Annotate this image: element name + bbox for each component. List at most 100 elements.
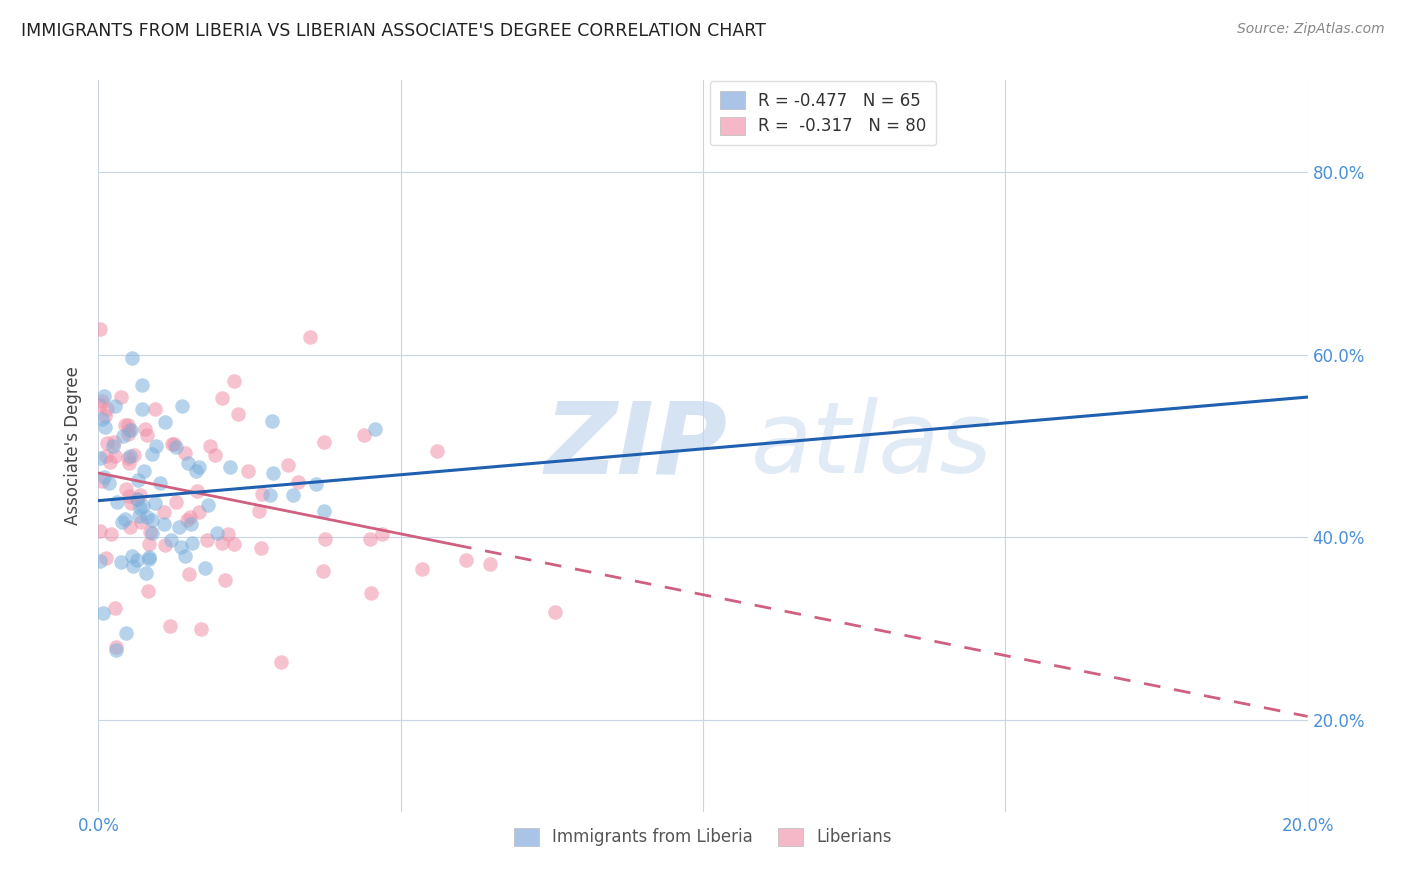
Point: [105, 640, 128, 655]
Text: ZIP: ZIP: [544, 398, 727, 494]
Point: [122, 558, 145, 573]
Point: [129, 488, 152, 502]
Point: [138, 537, 160, 551]
Point: [96, 402, 118, 417]
Point: [93, 470, 115, 484]
Point: [188, 505, 211, 519]
Point: [160, 437, 183, 451]
Point: [134, 464, 156, 478]
Point: [165, 440, 187, 454]
Point: [114, 625, 136, 640]
Point: [360, 585, 382, 599]
Point: [205, 526, 228, 541]
Point: [186, 483, 208, 498]
Point: [176, 513, 198, 527]
Point: [170, 540, 193, 554]
Point: [454, 552, 477, 566]
Point: [131, 378, 153, 392]
Point: [160, 533, 183, 547]
Point: [89, 321, 111, 335]
Point: [136, 510, 159, 524]
Point: [411, 562, 433, 576]
Point: [153, 538, 176, 552]
Point: [91, 412, 114, 426]
Point: [152, 517, 174, 532]
Point: [97, 476, 120, 491]
Point: [117, 417, 139, 432]
Point: [371, 526, 394, 541]
Point: [135, 428, 157, 442]
Point: [136, 584, 159, 599]
Point: [94, 419, 117, 434]
Y-axis label: Associate's Degree: Associate's Degree: [65, 367, 83, 525]
Point: [190, 622, 212, 636]
Point: [299, 329, 322, 343]
Point: [262, 414, 284, 428]
Point: [132, 499, 155, 513]
Point: [153, 415, 176, 429]
Point: [104, 642, 127, 657]
Point: [188, 460, 211, 475]
Point: [127, 473, 149, 487]
Point: [100, 526, 122, 541]
Point: [219, 460, 242, 475]
Point: [186, 464, 208, 478]
Point: [170, 399, 193, 413]
Point: [120, 496, 142, 510]
Point: [314, 533, 336, 547]
Point: [103, 601, 125, 615]
Point: [250, 541, 273, 555]
Point: [114, 417, 136, 432]
Point: [236, 464, 259, 478]
Point: [141, 447, 163, 461]
Point: [141, 512, 163, 526]
Point: [121, 423, 143, 437]
Point: [174, 446, 197, 460]
Point: [110, 391, 132, 405]
Point: [226, 407, 249, 421]
Point: [110, 555, 132, 569]
Point: [122, 448, 145, 462]
Point: [198, 439, 221, 453]
Point: [127, 492, 149, 507]
Point: [270, 655, 292, 669]
Point: [177, 567, 200, 582]
Point: [96, 435, 118, 450]
Point: [153, 505, 176, 519]
Point: [125, 553, 148, 567]
Point: [222, 375, 245, 389]
Point: [134, 566, 156, 580]
Point: [222, 537, 245, 551]
Point: [149, 476, 172, 491]
Point: [312, 434, 335, 449]
Point: [544, 606, 567, 620]
Point: [93, 607, 115, 621]
Point: [214, 574, 236, 588]
Point: [118, 489, 141, 503]
Point: [93, 389, 115, 403]
Point: [277, 458, 299, 472]
Point: [138, 551, 160, 566]
Point: [359, 532, 381, 546]
Point: [111, 515, 134, 529]
Point: [364, 422, 387, 436]
Point: [314, 503, 336, 517]
Point: [259, 488, 281, 502]
Point: [118, 423, 141, 437]
Text: atlas: atlas: [751, 398, 993, 494]
Text: IMMIGRANTS FROM LIBERIA VS LIBERIAN ASSOCIATE'S DEGREE CORRELATION CHART: IMMIGRANTS FROM LIBERIA VS LIBERIAN ASSO…: [21, 22, 766, 40]
Point: [262, 466, 284, 480]
Point: [89, 398, 111, 412]
Point: [103, 435, 125, 450]
Point: [104, 399, 127, 413]
Legend: Immigrants from Liberia, Liberians: Immigrants from Liberia, Liberians: [506, 819, 900, 855]
Point: [128, 508, 150, 523]
Point: [211, 536, 233, 550]
Point: [117, 451, 139, 466]
Point: [114, 512, 136, 526]
Point: [197, 498, 219, 512]
Point: [139, 524, 162, 539]
Point: [134, 422, 156, 436]
Point: [107, 494, 129, 508]
Point: [141, 525, 163, 540]
